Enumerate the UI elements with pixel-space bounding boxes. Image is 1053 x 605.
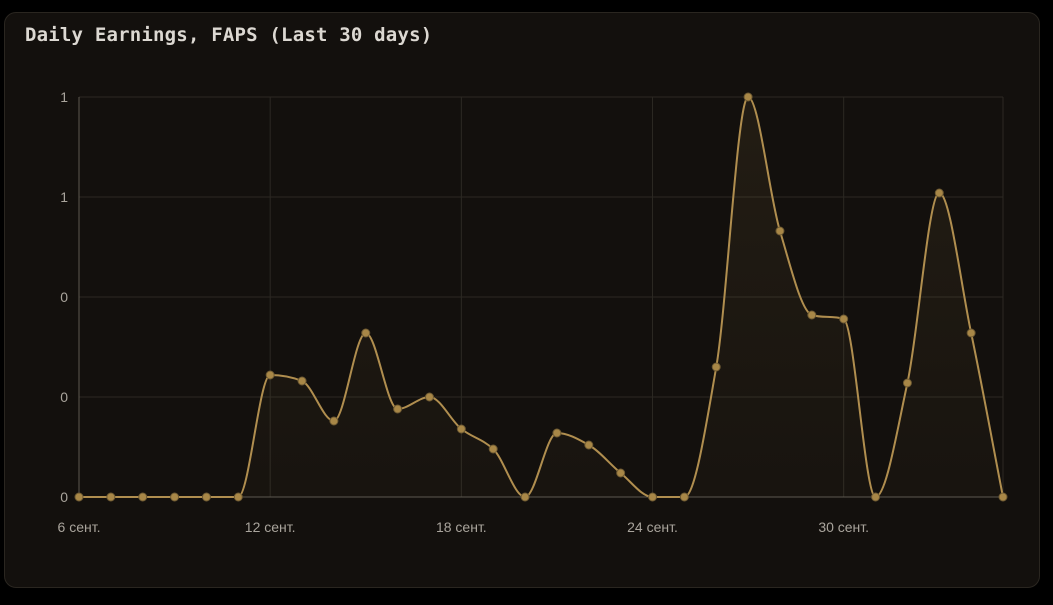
series-line (79, 95, 1004, 499)
y-tick-label: 0 (60, 289, 68, 305)
data-point[interactable] (297, 376, 307, 386)
y-tick-label: 1 (60, 189, 68, 205)
data-point[interactable] (361, 328, 371, 338)
point-layer (74, 92, 1008, 502)
line-layer (79, 95, 1004, 499)
data-point[interactable] (902, 378, 912, 388)
y-tick-label: 0 (60, 489, 68, 505)
data-point[interactable] (74, 492, 84, 502)
x-tick-label: 12 сент. (245, 519, 296, 535)
data-point[interactable] (552, 428, 562, 438)
data-point[interactable] (934, 188, 944, 198)
data-point[interactable] (233, 492, 243, 502)
y-tick-label: 1 (60, 89, 68, 105)
data-point[interactable] (711, 362, 721, 372)
data-point[interactable] (201, 492, 211, 502)
x-tick-label: 6 сент. (58, 519, 101, 535)
data-point[interactable] (807, 310, 817, 320)
data-point[interactable] (966, 328, 976, 338)
data-point[interactable] (393, 404, 403, 414)
chart-title: Daily Earnings, FAPS (Last 30 days) (25, 24, 433, 46)
x-tick-label: 18 сент. (436, 519, 487, 535)
x-tick-label: 30 сент. (818, 519, 869, 535)
tick-labels: 0 0 0 1 1 6 сент. 12 сент. 18 сент. 24 сент. 30 с… (58, 89, 870, 535)
x-tick-label: 24 сент. (627, 519, 678, 535)
data-point[interactable] (648, 492, 658, 502)
data-point[interactable] (424, 392, 434, 402)
y-tick-label: 0 (60, 389, 68, 405)
data-point[interactable] (998, 492, 1008, 502)
data-point[interactable] (329, 416, 339, 426)
data-point[interactable] (170, 492, 180, 502)
data-point[interactable] (743, 92, 753, 102)
data-point[interactable] (106, 492, 116, 502)
data-point[interactable] (616, 468, 626, 478)
data-point[interactable] (679, 492, 689, 502)
data-point[interactable] (265, 370, 275, 380)
data-point[interactable] (584, 440, 594, 450)
data-point[interactable] (138, 492, 148, 502)
data-point[interactable] (871, 492, 881, 502)
data-point[interactable] (520, 492, 530, 502)
data-point[interactable] (775, 226, 785, 236)
data-point[interactable] (839, 314, 849, 324)
data-point[interactable] (456, 424, 466, 434)
grid (78, 96, 1004, 497)
data-point[interactable] (488, 444, 498, 454)
